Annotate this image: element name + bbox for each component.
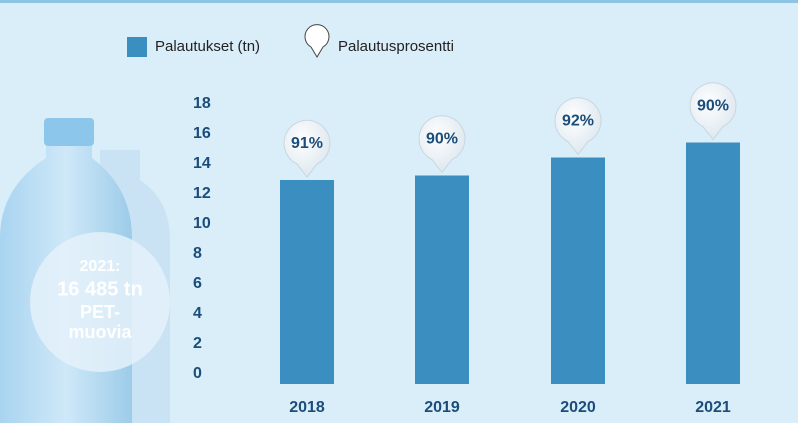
- y-tick-label: 0: [193, 365, 202, 382]
- annotation-text: 2021:: [80, 258, 121, 275]
- y-tick-label: 2: [193, 335, 202, 352]
- y-tick-label: 10: [193, 215, 211, 232]
- callout: [283, 119, 331, 178]
- legend-label: Palautusprosentti: [338, 38, 454, 55]
- y-tick-label: 4: [193, 305, 202, 322]
- x-tick-label: 2020: [560, 399, 596, 416]
- annotation-text: muovia: [68, 322, 132, 342]
- bar: [551, 157, 605, 384]
- callout: [554, 97, 602, 156]
- bottle-illustration: [0, 118, 170, 423]
- data-label: 92%: [562, 113, 594, 130]
- y-tick-label: 16: [193, 125, 211, 142]
- annotation: 2021: 16 485 tn PET- muovia: [57, 258, 143, 342]
- y-tick-label: 6: [193, 275, 202, 292]
- y-tick-label: 12: [193, 185, 211, 202]
- data-label: 91%: [291, 135, 323, 152]
- callout: [689, 82, 737, 141]
- bar: [280, 180, 334, 384]
- x-tick-label: 2019: [424, 399, 460, 416]
- legend-icon: [304, 24, 330, 58]
- bar: [686, 142, 740, 384]
- annotation-text: PET-: [80, 302, 120, 322]
- y-tick-label: 18: [193, 95, 211, 112]
- data-label: 90%: [426, 131, 458, 148]
- y-tick-label: 14: [193, 155, 211, 172]
- data-label: 90%: [697, 98, 729, 115]
- x-tick-label: 2018: [289, 399, 325, 416]
- bar: [415, 175, 469, 384]
- annotation-text: 16 485 tn: [57, 278, 143, 300]
- legend-label: Palautukset (tn): [155, 38, 260, 55]
- top-border: [0, 0, 798, 3]
- callout: [418, 115, 466, 174]
- x-tick-label: 2021: [695, 399, 731, 416]
- legend-swatch: [127, 37, 147, 57]
- y-tick-label: 8: [193, 245, 202, 262]
